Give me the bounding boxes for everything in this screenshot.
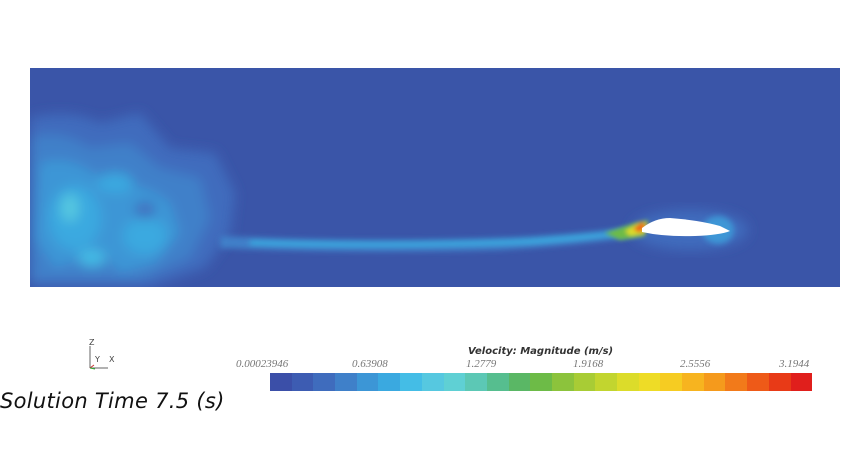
colorbar-segment: [551, 373, 574, 391]
colorbar-segment: [747, 373, 769, 391]
colorbar-segment: [313, 373, 336, 391]
colorbar-segment: [465, 373, 487, 391]
wake-trail: [220, 226, 642, 252]
velocity-contour-plot: [30, 68, 840, 287]
axis-x-label: X: [109, 355, 115, 364]
high-velocity-zone: [605, 220, 648, 240]
colorbar-segment: [573, 373, 596, 391]
colorbar-segment: [790, 373, 813, 391]
colorbar-segment: [703, 373, 726, 391]
axis-z-label: Z: [89, 338, 95, 347]
colorbar-segment: [725, 373, 748, 391]
colorbar-segment: [638, 373, 661, 391]
colorbar-segment: [400, 373, 422, 391]
colorbar-segment: [508, 373, 531, 391]
colorbar-segment: [378, 373, 401, 391]
colorbar-segment: [443, 373, 466, 391]
colorbar-segment: [617, 373, 639, 391]
wake-region: [30, 113, 235, 287]
colorbar-segment: [335, 373, 357, 391]
colorbar-segment: [660, 373, 683, 391]
axis-y-label: Y: [95, 355, 100, 364]
colorbar-segment: [421, 373, 444, 391]
legend-tick-3: 1.9168: [573, 358, 604, 370]
colorbar-segment: [270, 373, 292, 391]
colorbar-segment: [595, 373, 617, 391]
colorbar-segment: [530, 373, 552, 391]
legend-tick-4: 2.5556: [680, 358, 711, 370]
legend-tick-0: 0.00023946: [236, 358, 289, 370]
colorbar-segment: [768, 373, 791, 391]
colorbar-segment: [291, 373, 314, 391]
axes-icon: [89, 346, 108, 370]
velocity-colorbar: [270, 373, 813, 391]
moving-body: [642, 218, 730, 237]
colorbar-segment: [356, 373, 379, 391]
axes-triad: Z Y X: [82, 338, 122, 374]
colorbar-segment: [682, 373, 704, 391]
legend-title: Velocity: Magnitude (m/s): [468, 346, 614, 357]
legend-tick-1: 0.63908: [352, 358, 388, 370]
legend-tick-5: 3.1944: [779, 358, 810, 370]
legend-tick-2: 1.2779: [466, 358, 497, 370]
colorbar-segment: [486, 373, 509, 391]
solution-time-label: Solution Time 7.5 (s): [0, 389, 225, 413]
